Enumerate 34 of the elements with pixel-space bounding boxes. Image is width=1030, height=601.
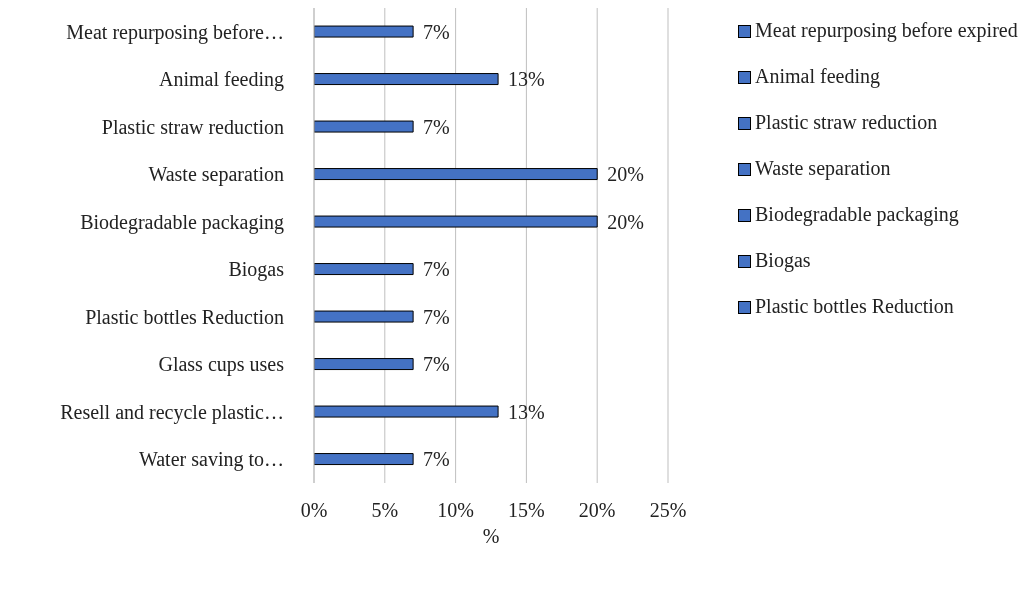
- data-label: 20%: [607, 210, 644, 233]
- legend-label: Plastic bottles Reduction: [755, 294, 954, 318]
- data-label: 7%: [423, 115, 450, 138]
- data-label: 7%: [423, 448, 450, 471]
- legend-label: Plastic straw reduction: [755, 110, 938, 134]
- x-tick-label: 5%: [371, 499, 399, 522]
- legend-label: Meat repurposing before expired: [755, 18, 1018, 42]
- legend-label: Animal feeding: [755, 64, 880, 88]
- data-label: 7%: [423, 353, 450, 376]
- legend-label: Biogas: [755, 248, 811, 272]
- y-tick-label: Glass cups uses: [158, 353, 285, 377]
- y-tick-label: Plastic straw reduction: [101, 115, 284, 138]
- data-label: 7%: [423, 305, 450, 328]
- y-tick-label: Animal feeding: [159, 68, 284, 92]
- y-tick-label: Waste separation: [148, 163, 284, 187]
- legend-label: Biodegradable packaging: [755, 202, 959, 226]
- y-tick-label: Biogas: [228, 258, 285, 282]
- x-axis-title: %: [482, 525, 500, 547]
- y-tick-label: Plastic bottles Reduction: [85, 305, 284, 328]
- data-label: 13%: [508, 68, 545, 91]
- x-tick-label: 20%: [578, 499, 616, 522]
- x-tick-label: 25%: [649, 499, 687, 522]
- y-tick-label: Water saving to…: [138, 448, 284, 472]
- y-tick-label: Resell and recycle plastic…: [60, 400, 284, 424]
- x-tick-label: 10%: [437, 499, 474, 522]
- x-tick-label: 15%: [508, 499, 545, 522]
- x-tick-label: 0%: [300, 499, 328, 522]
- data-label: 7%: [423, 258, 450, 281]
- data-label: 20%: [607, 163, 644, 186]
- y-tick-label: Meat repurposing before…: [66, 20, 284, 44]
- legend-label: Waste separation: [755, 156, 891, 180]
- data-label: 7%: [423, 20, 450, 43]
- data-label: 13%: [508, 400, 545, 423]
- y-tick-label: Biodegradable packaging: [80, 210, 284, 234]
